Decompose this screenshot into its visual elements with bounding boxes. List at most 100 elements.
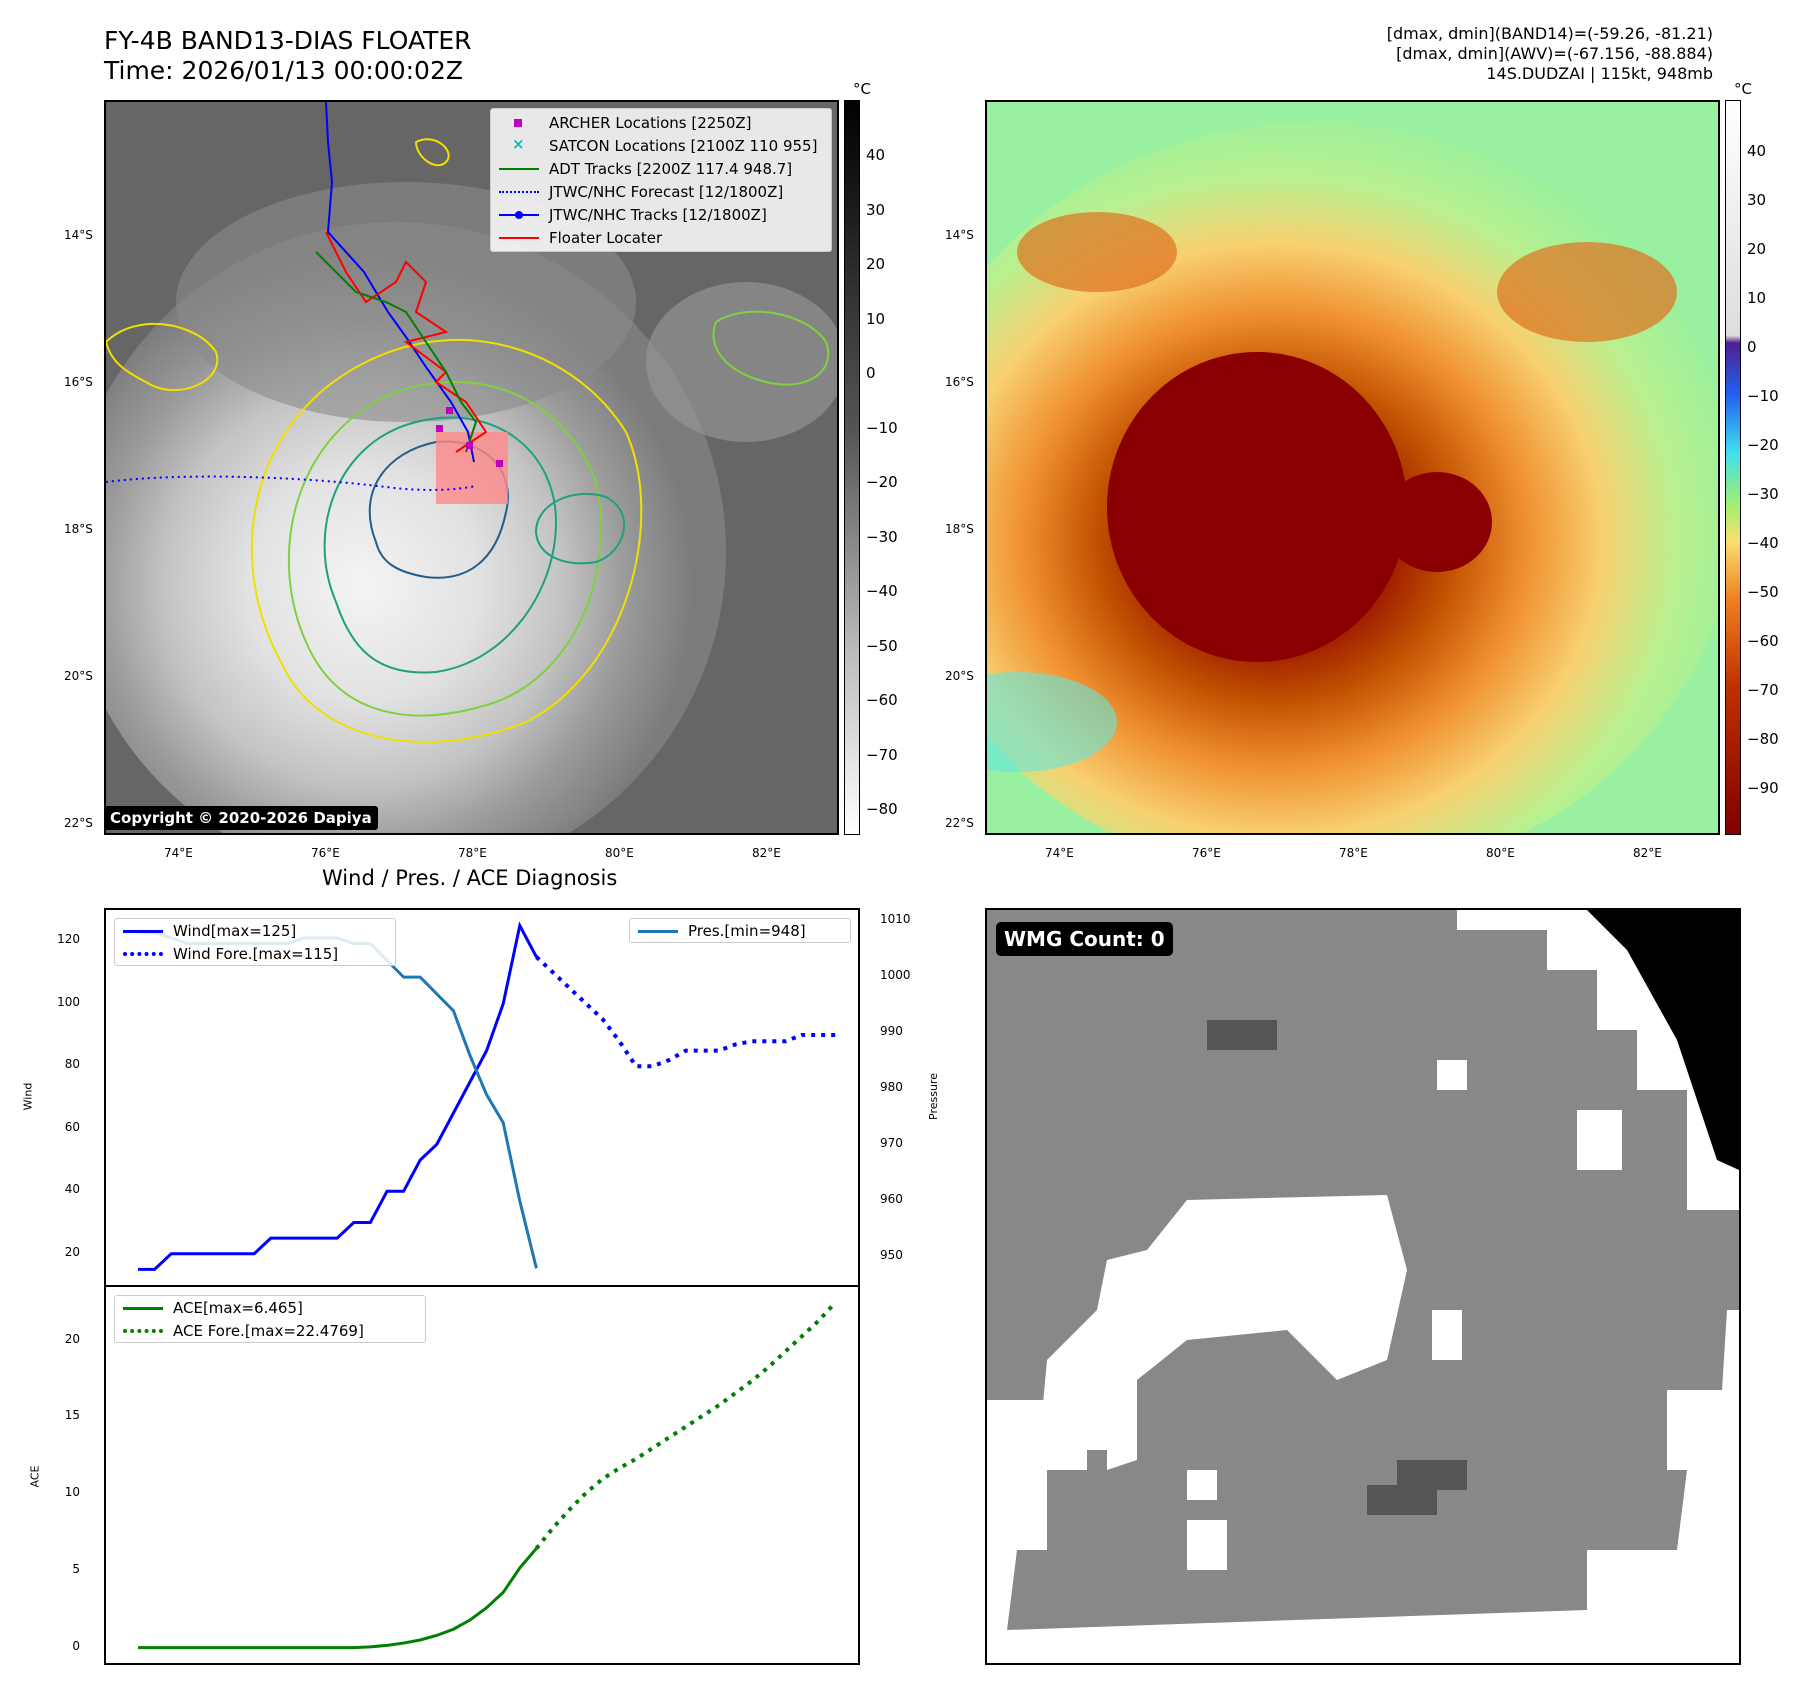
colorbar-tick: 30 [866, 200, 886, 219]
lat-label: 22°S [945, 816, 974, 830]
lon-label: 76°E [311, 846, 340, 860]
legend-forecast: JTWC/NHC Forecast [12/1800Z] [491, 180, 831, 203]
colorbar-tick: 10 [1747, 289, 1767, 307]
wind-legend-label: Wind[max=125] [173, 921, 297, 940]
copyright-badge: Copyright © 2020-2026 Dapiya [104, 806, 378, 830]
colorbar-tick: −20 [866, 473, 898, 491]
lon-label: 76°E [1192, 846, 1221, 860]
colorbar-tick: −50 [1747, 583, 1779, 601]
ace-legend-label: ACE[max=6.465] [173, 1298, 303, 1317]
awv-map-panel [985, 100, 1720, 835]
lon-label: 78°E [1339, 846, 1368, 860]
colorbar-left [844, 100, 860, 835]
lon-label: 78°E [458, 846, 487, 860]
ace-plot [138, 1301, 837, 1650]
storm-info: [dmax, dmin](BAND14)=(-59.26, -81.21) [d… [1387, 24, 1713, 84]
legend-adt-label: ADT Tracks [2200Z 117.4 948.7] [549, 159, 793, 178]
colorbar-tick: 0 [866, 364, 876, 382]
diagnosis-title: Wind / Pres. / ACE Diagnosis [322, 866, 618, 890]
axis-tick-label: 990 [880, 1024, 903, 1039]
axis-tick-label: 950 [880, 1248, 903, 1262]
lon-label: 82°E [1633, 846, 1662, 860]
colorbar-tick: −20 [1747, 436, 1779, 454]
legend-floater: Floater Locater [491, 226, 831, 249]
wind-pres-plot [138, 921, 836, 1271]
wmg-svg [987, 910, 1739, 1630]
wmg-count-badge: WMG Count: 0 [996, 922, 1173, 956]
axis-tick-label: 980 [880, 1080, 903, 1095]
ace-panel: ACE[max=6.465] ACE Fore.[max=22.4769] [104, 1285, 860, 1665]
axis-tick-label: 960 [880, 1192, 903, 1207]
axis-tick-label: 60 [64, 1119, 80, 1134]
lat-label: 20°S [64, 669, 93, 683]
pres-legend-label: Pres.[min=948] [688, 921, 806, 940]
lat-label: 20°S [945, 669, 974, 683]
colorbar-tick: −60 [1747, 632, 1779, 650]
colorbar-tick: −50 [866, 636, 898, 655]
lat-label: 22°S [64, 816, 93, 830]
legend-adt: ADT Tracks [2200Z 117.4 948.7] [491, 157, 831, 180]
pressure-line [138, 930, 538, 1269]
wind-axis-label: Wind [21, 1082, 35, 1111]
colorbar-tick: −30 [866, 527, 898, 546]
colorbar-tick: 10 [866, 309, 886, 328]
colorbar-tick: −10 [1747, 387, 1779, 405]
colorbar-tick: 20 [866, 255, 886, 273]
axis-tick-label: 0 [72, 1638, 80, 1653]
colorbar-tick: −70 [1747, 681, 1779, 699]
band14-range: [dmax, dmin](BAND14)=(-59.26, -81.21) [1386, 24, 1713, 43]
lat-label: 18°S [64, 522, 93, 536]
colorbar-unit-right: °C [1734, 80, 1752, 98]
colorbar-tick: −60 [866, 691, 898, 709]
axis-tick-label: 1000 [880, 968, 911, 983]
colorbar-tick: −90 [1747, 779, 1779, 797]
pres-legend: Pres.[min=948] [629, 918, 851, 943]
ir-map-panel: ARCHER Locations [2250Z] × SATCON Locatio… [104, 100, 839, 835]
legend-tracks: JTWC/NHC Tracks [12/1800Z] [491, 203, 831, 226]
axis-tick-label: 970 [880, 1136, 903, 1151]
legend-satcon-label: SATCON Locations [2100Z 110 955] [549, 136, 818, 155]
ace-line [138, 1547, 538, 1650]
legend-satcon: × SATCON Locations [2100Z 110 955] [512, 134, 818, 155]
chart-title: FY-4B BAND13-DIAS FLOATER Time: 2026/01/… [104, 26, 472, 86]
pressure-axis-label: Pressure [926, 1073, 940, 1120]
awv-map-svg [987, 102, 1718, 833]
colorbar-tick: −40 [1747, 534, 1779, 552]
colorbar-right [1725, 100, 1741, 835]
title-line-1: FY-4B BAND13-DIAS FLOATER [104, 26, 472, 55]
wind-legend: Wind[max=125] Wind Fore.[max=115] [114, 918, 396, 966]
axis-tick-label: 20 [64, 1331, 80, 1346]
colorbar-tick: 20 [1747, 240, 1767, 258]
axis-tick-label: 120 [57, 932, 80, 947]
colorbar-tick: 40 [866, 146, 886, 164]
colorbar-tick: 0 [1747, 338, 1757, 356]
lat-label: 16°S [64, 375, 93, 389]
storm-id: 14S.DUDZAI | 115kt, 948mb [1486, 64, 1713, 83]
awv-range: [dmax, dmin](AWV)=(-67.156, -88.884) [1396, 44, 1713, 63]
colorbar-tick: −40 [866, 582, 898, 600]
axis-tick-label: 10 [64, 1485, 80, 1500]
map-legend: ARCHER Locations [2250Z] × SATCON Locatio… [490, 108, 832, 252]
lat-label: 14°S [945, 228, 974, 242]
ace-axis-label: ACE [28, 1465, 42, 1488]
title-line-2: Time: 2026/01/13 00:00:02Z [104, 56, 463, 85]
axis-tick-label: 5 [72, 1561, 80, 1576]
ace-forecast-line [534, 1301, 837, 1550]
axis-tick-label: 1010 [880, 912, 911, 927]
legend-archer: ARCHER Locations [2250Z] [491, 111, 831, 134]
axis-tick-label: 15 [64, 1408, 80, 1423]
ace-fore-legend-label: ACE Fore.[max=22.4769] [173, 1321, 364, 1340]
ace-legend: ACE[max=6.465] ACE Fore.[max=22.4769] [114, 1295, 426, 1343]
axis-tick-label: 20 [64, 1244, 80, 1259]
axis-tick-label: 80 [64, 1057, 80, 1072]
wind-pres-panel: Wind[max=125] Wind Fore.[max=115] Pres.[… [104, 908, 860, 1287]
legend-archer-label: ARCHER Locations [2250Z] [549, 113, 752, 132]
axis-tick-label: 40 [64, 1182, 80, 1197]
wmg-panel [985, 908, 1741, 1665]
colorbar-unit-left: °C [853, 80, 871, 98]
lon-label: 74°E [1045, 846, 1074, 860]
lon-label: 80°E [1486, 846, 1515, 860]
lat-label: 14°S [64, 228, 93, 242]
lon-label: 74°E [164, 846, 193, 860]
colorbar-tick: −30 [1747, 485, 1779, 503]
